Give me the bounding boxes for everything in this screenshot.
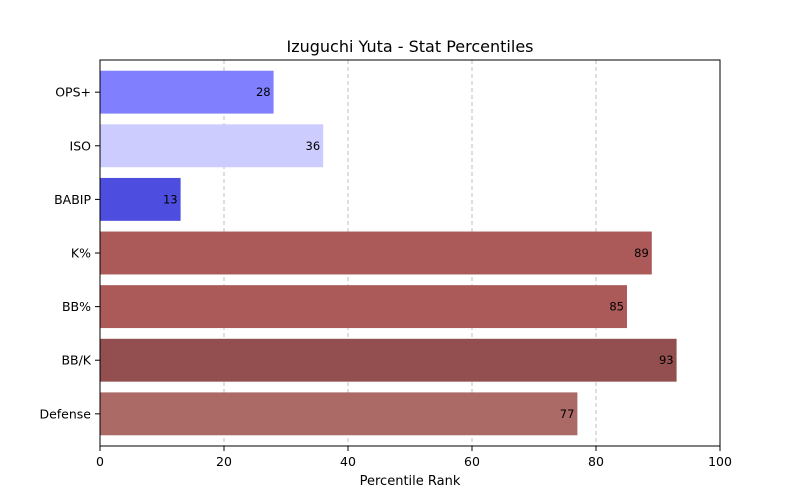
x-tick-label: 80 [588, 454, 604, 469]
y-tick-label: BB/K [61, 353, 91, 368]
x-tick-label: 20 [216, 454, 232, 469]
bar-value-label: 13 [163, 192, 178, 206]
y-tick-label: OPS+ [55, 85, 91, 100]
bar-value-label: 77 [560, 407, 575, 421]
y-tick-label: BB% [62, 299, 91, 314]
bar [100, 177, 181, 221]
bar-value-label: 36 [306, 139, 321, 153]
x-tick-label: 40 [340, 454, 356, 469]
y-tick-label: K% [71, 246, 91, 261]
y-tick-label: ISO [70, 138, 92, 153]
bar [100, 231, 652, 275]
bar [100, 338, 677, 382]
y-tick-label: Defense [39, 406, 91, 421]
x-tick-label: 100 [708, 454, 732, 469]
bar-value-label: 93 [659, 353, 674, 367]
bar-value-label: 85 [609, 300, 624, 314]
x-axis-label: Percentile Rank [360, 474, 461, 489]
bar [100, 124, 324, 168]
bar-value-label: 28 [256, 85, 271, 99]
y-axis: OPS+ ISO BABIP K% BB% BB/K Defense [39, 85, 100, 421]
x-tick-label: 60 [464, 454, 480, 469]
chart-title: Izuguchi Yuta - Stat Percentiles [287, 37, 534, 56]
bar [100, 285, 627, 329]
bar [100, 392, 578, 436]
x-tick-label: 0 [96, 454, 104, 469]
y-tick-label: BABIP [54, 192, 91, 207]
bar-value-label: 89 [634, 246, 649, 260]
bar [100, 70, 274, 114]
x-axis: 0 20 40 60 80 100 [96, 446, 732, 469]
bars: 28 36 13 89 85 93 77 [100, 70, 677, 436]
